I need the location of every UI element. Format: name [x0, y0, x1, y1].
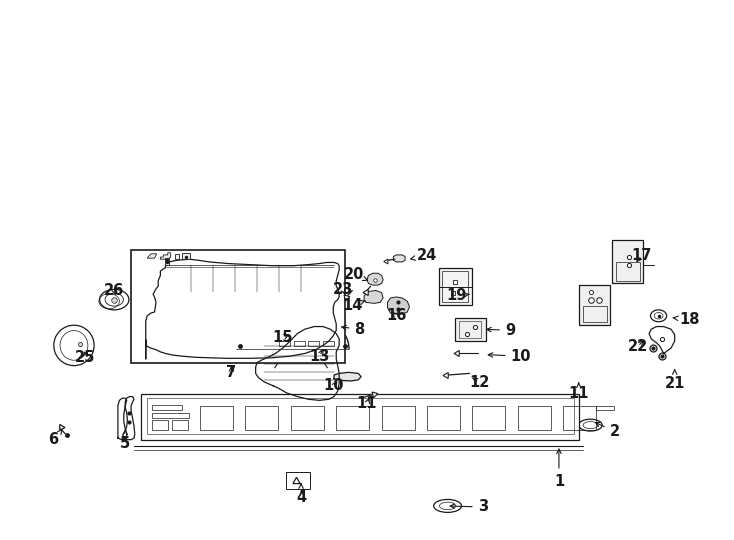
- Bar: [172, 420, 188, 430]
- Polygon shape: [161, 253, 171, 259]
- Text: 18: 18: [673, 312, 700, 327]
- Text: 17: 17: [631, 248, 652, 263]
- Polygon shape: [182, 253, 189, 259]
- Text: 11: 11: [568, 383, 589, 401]
- Bar: [443, 271, 468, 302]
- Text: 23: 23: [333, 282, 353, 298]
- Bar: [200, 406, 233, 430]
- Polygon shape: [334, 373, 361, 381]
- Text: 25: 25: [75, 350, 95, 364]
- Bar: [473, 406, 506, 430]
- Bar: [286, 472, 310, 489]
- Polygon shape: [388, 297, 410, 314]
- Text: 10: 10: [488, 349, 531, 363]
- Text: 1: 1: [554, 449, 564, 489]
- Bar: [153, 404, 181, 410]
- Polygon shape: [367, 273, 383, 285]
- Bar: [142, 394, 579, 440]
- Bar: [153, 413, 189, 418]
- Text: 7: 7: [226, 365, 236, 380]
- Text: 20: 20: [344, 267, 368, 282]
- Bar: [455, 319, 486, 341]
- Text: 21: 21: [664, 370, 685, 390]
- Text: 26: 26: [104, 283, 124, 298]
- Bar: [148, 398, 573, 434]
- Text: 22: 22: [628, 339, 648, 354]
- Bar: [427, 406, 460, 430]
- Text: 8: 8: [342, 322, 365, 337]
- Polygon shape: [165, 258, 170, 265]
- Bar: [563, 406, 596, 430]
- Bar: [336, 406, 369, 430]
- Text: 24: 24: [410, 248, 437, 263]
- Polygon shape: [175, 254, 179, 259]
- Bar: [382, 406, 415, 430]
- Polygon shape: [286, 321, 310, 336]
- Bar: [579, 285, 610, 325]
- Text: 6: 6: [48, 430, 62, 447]
- Bar: [245, 406, 278, 430]
- Text: 13: 13: [309, 349, 330, 363]
- Bar: [612, 240, 643, 284]
- Text: 16: 16: [386, 308, 407, 323]
- Text: 9: 9: [487, 323, 515, 338]
- Text: 11: 11: [357, 396, 377, 411]
- Text: 5: 5: [120, 430, 131, 451]
- Bar: [616, 262, 639, 281]
- Text: 4: 4: [296, 484, 306, 505]
- Bar: [308, 341, 319, 347]
- Bar: [323, 341, 334, 347]
- Polygon shape: [393, 255, 405, 262]
- Bar: [518, 406, 551, 430]
- Text: 14: 14: [342, 298, 366, 313]
- Bar: [294, 341, 305, 347]
- Bar: [131, 249, 345, 363]
- Text: 3: 3: [450, 500, 488, 515]
- Polygon shape: [148, 254, 157, 258]
- Text: 19: 19: [446, 288, 469, 303]
- Polygon shape: [364, 291, 383, 303]
- Bar: [595, 406, 614, 410]
- Bar: [583, 306, 606, 322]
- Bar: [291, 406, 324, 430]
- Bar: [153, 420, 169, 430]
- Text: 2: 2: [595, 422, 619, 439]
- Text: 12: 12: [469, 375, 490, 389]
- Bar: [279, 341, 290, 347]
- Bar: [439, 268, 472, 305]
- Text: 10: 10: [324, 379, 344, 393]
- Text: 15: 15: [272, 330, 293, 345]
